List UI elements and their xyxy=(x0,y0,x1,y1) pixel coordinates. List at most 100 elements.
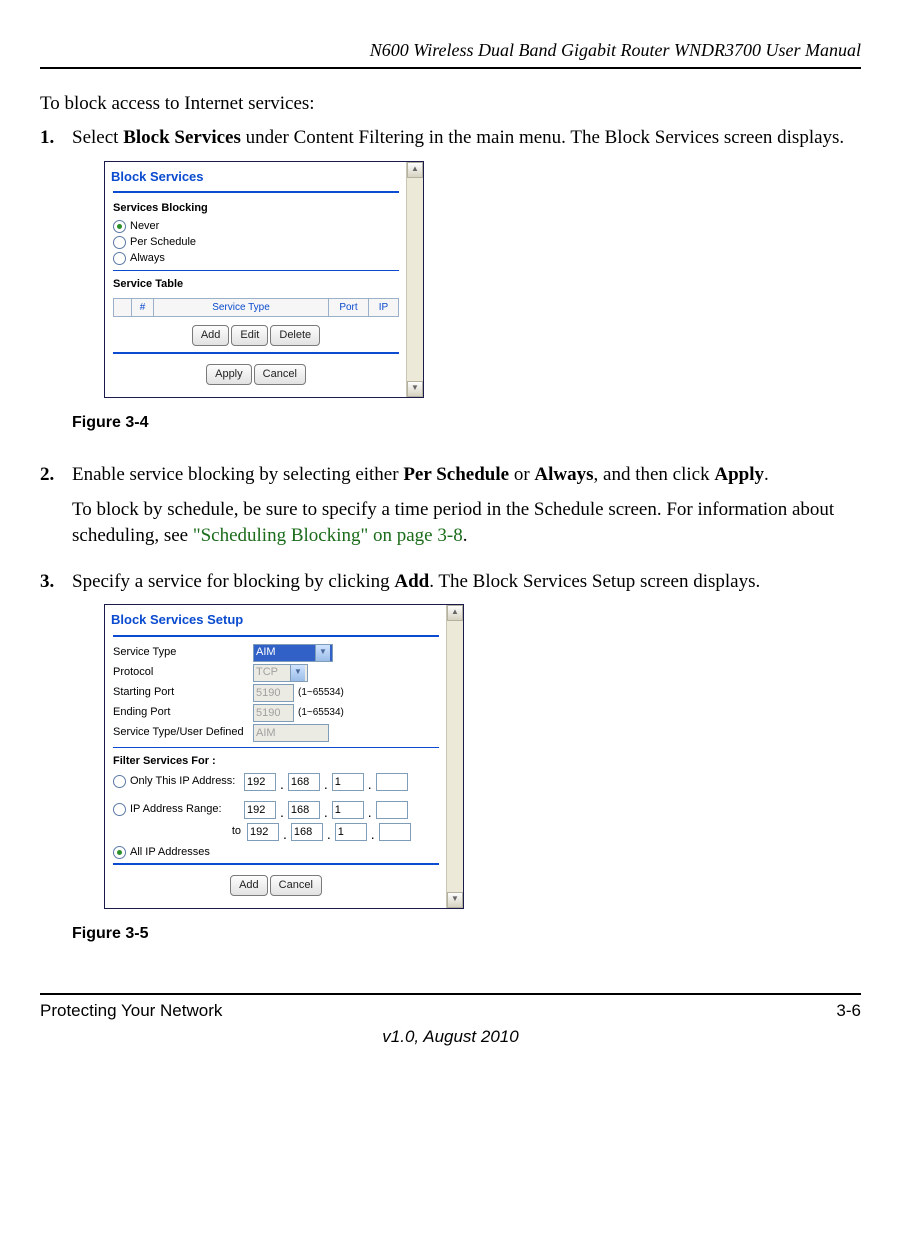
scroll-up-icon[interactable]: ▲ xyxy=(447,605,463,621)
filter-heading: Filter Services For : xyxy=(105,752,447,771)
service-type-select[interactable]: AIM ▼ xyxy=(253,644,333,662)
text: , and then click xyxy=(594,464,715,485)
step-2: 2. Enable service blocking by selecting … xyxy=(40,462,861,559)
dot: . xyxy=(280,780,284,788)
chevron-down-icon: ▼ xyxy=(290,665,305,681)
dot: . xyxy=(368,780,372,788)
add-button[interactable]: Add xyxy=(230,875,268,896)
dot: . xyxy=(371,830,375,838)
user-defined-input[interactable]: AIM xyxy=(253,724,329,742)
radio-label: IP Address Range: xyxy=(130,802,240,817)
radio-label: Never xyxy=(130,218,159,234)
ip-octet-4[interactable] xyxy=(376,773,408,791)
step-3: 3. Specify a service for blocking by cli… xyxy=(40,569,861,963)
doc-header-title: N600 Wireless Dual Band Gigabit Router W… xyxy=(40,40,861,61)
dot: . xyxy=(368,808,372,816)
scroll-down-icon[interactable]: ▼ xyxy=(447,892,463,908)
ip-range-to-row: to 192. 168. 1. xyxy=(105,821,447,843)
ip-octet-1[interactable]: 192 xyxy=(244,801,276,819)
radio-ip-range[interactable]: IP Address Range: 192. 168. 1. xyxy=(105,799,447,821)
text: . The Block Services Setup screen displa… xyxy=(429,571,760,592)
dot: . xyxy=(280,808,284,816)
section-label: Services Blocking xyxy=(105,199,407,218)
bold-text: Per Schedule xyxy=(403,464,509,485)
radio-always[interactable]: Always xyxy=(105,250,407,266)
radio-label: All IP Addresses xyxy=(130,845,210,860)
protocol-select[interactable]: TCP ▼ xyxy=(253,664,308,682)
screenshot-block-services-setup: Block Services Setup Service Type AIM ▼ … xyxy=(104,604,464,909)
radio-never[interactable]: Never xyxy=(105,218,407,234)
dot: . xyxy=(324,780,328,788)
radio-icon xyxy=(113,236,126,249)
scrollbar[interactable]: ▲ ▼ xyxy=(446,605,463,908)
to-label: to xyxy=(223,824,241,839)
text: Select xyxy=(72,127,123,148)
figure-caption: Figure 3-4 xyxy=(72,412,861,434)
divider xyxy=(113,747,439,748)
text: Enable service blocking by selecting eit… xyxy=(72,464,403,485)
add-button[interactable]: Add xyxy=(192,325,230,346)
select-value: TCP xyxy=(256,665,278,680)
port-range-hint: (1~65534) xyxy=(298,686,344,700)
divider xyxy=(113,191,399,193)
ip-octet-2[interactable]: 168 xyxy=(288,773,320,791)
scrollbar[interactable]: ▲ ▼ xyxy=(406,162,423,397)
cancel-button[interactable]: Cancel xyxy=(254,364,306,385)
ip-octet-4[interactable] xyxy=(376,801,408,819)
divider xyxy=(113,635,439,637)
figure-caption: Figure 3-5 xyxy=(72,923,861,945)
page-number: 3-6 xyxy=(836,1001,861,1021)
edit-button[interactable]: Edit xyxy=(231,325,268,346)
ip-octet-2[interactable]: 168 xyxy=(291,823,323,841)
col-service-type: Service Type xyxy=(154,298,329,317)
ip-octet-1[interactable]: 192 xyxy=(247,823,279,841)
step-number: 3. xyxy=(40,569,72,963)
col-select xyxy=(114,298,132,317)
radio-per-schedule[interactable]: Per Schedule xyxy=(105,234,407,250)
intro-text: To block access to Internet services: xyxy=(40,93,861,115)
dot: . xyxy=(324,808,328,816)
cross-reference-link[interactable]: "Scheduling Blocking" on page 3-8 xyxy=(193,525,463,546)
text: . xyxy=(463,525,468,546)
footer-rule xyxy=(40,993,861,995)
scroll-down-icon[interactable]: ▼ xyxy=(407,381,423,397)
label-protocol: Protocol xyxy=(113,665,253,680)
label-ending-port: Ending Port xyxy=(113,705,253,720)
scroll-up-icon[interactable]: ▲ xyxy=(407,162,423,178)
bold-text: Add xyxy=(394,571,429,592)
text: under Content Filtering in the main menu… xyxy=(241,127,844,148)
apply-button[interactable]: Apply xyxy=(206,364,252,385)
ip-octet-3[interactable]: 1 xyxy=(332,773,364,791)
select-value: AIM xyxy=(256,645,276,660)
radio-only-this-ip[interactable]: Only This IP Address: 192. 168. 1. xyxy=(105,771,447,793)
ip-octet-3[interactable]: 1 xyxy=(335,823,367,841)
cancel-button[interactable]: Cancel xyxy=(270,875,322,896)
ip-octet-2[interactable]: 168 xyxy=(288,801,320,819)
ip-octet-1[interactable]: 192 xyxy=(244,773,276,791)
ending-port-input[interactable]: 5190 xyxy=(253,704,294,722)
radio-icon xyxy=(113,803,126,816)
col-port: Port xyxy=(329,298,369,317)
text: Specify a service for blocking by clicki… xyxy=(72,571,394,592)
label-starting-port: Starting Port xyxy=(113,685,253,700)
step-1: 1. Select Block Services under Content F… xyxy=(40,125,861,452)
radio-icon xyxy=(113,220,126,233)
text: . xyxy=(764,464,769,485)
starting-port-input[interactable]: 5190 xyxy=(253,684,294,702)
bold-text: Always xyxy=(534,464,593,485)
panel-title: Block Services xyxy=(105,162,407,190)
ip-octet-3[interactable]: 1 xyxy=(332,801,364,819)
step-number: 2. xyxy=(40,462,72,559)
footer-version: v1.0, August 2010 xyxy=(40,1027,861,1047)
dot: . xyxy=(327,830,331,838)
service-table: # Service Type Port IP xyxy=(113,298,399,318)
divider xyxy=(113,863,439,865)
section-label: Service Table xyxy=(105,275,407,294)
delete-button[interactable]: Delete xyxy=(270,325,320,346)
radio-icon xyxy=(113,775,126,788)
divider xyxy=(113,270,399,271)
radio-all-ip[interactable]: All IP Addresses xyxy=(105,843,447,862)
bold-text: Apply xyxy=(714,464,764,485)
col-ip: IP xyxy=(369,298,399,317)
ip-octet-4[interactable] xyxy=(379,823,411,841)
